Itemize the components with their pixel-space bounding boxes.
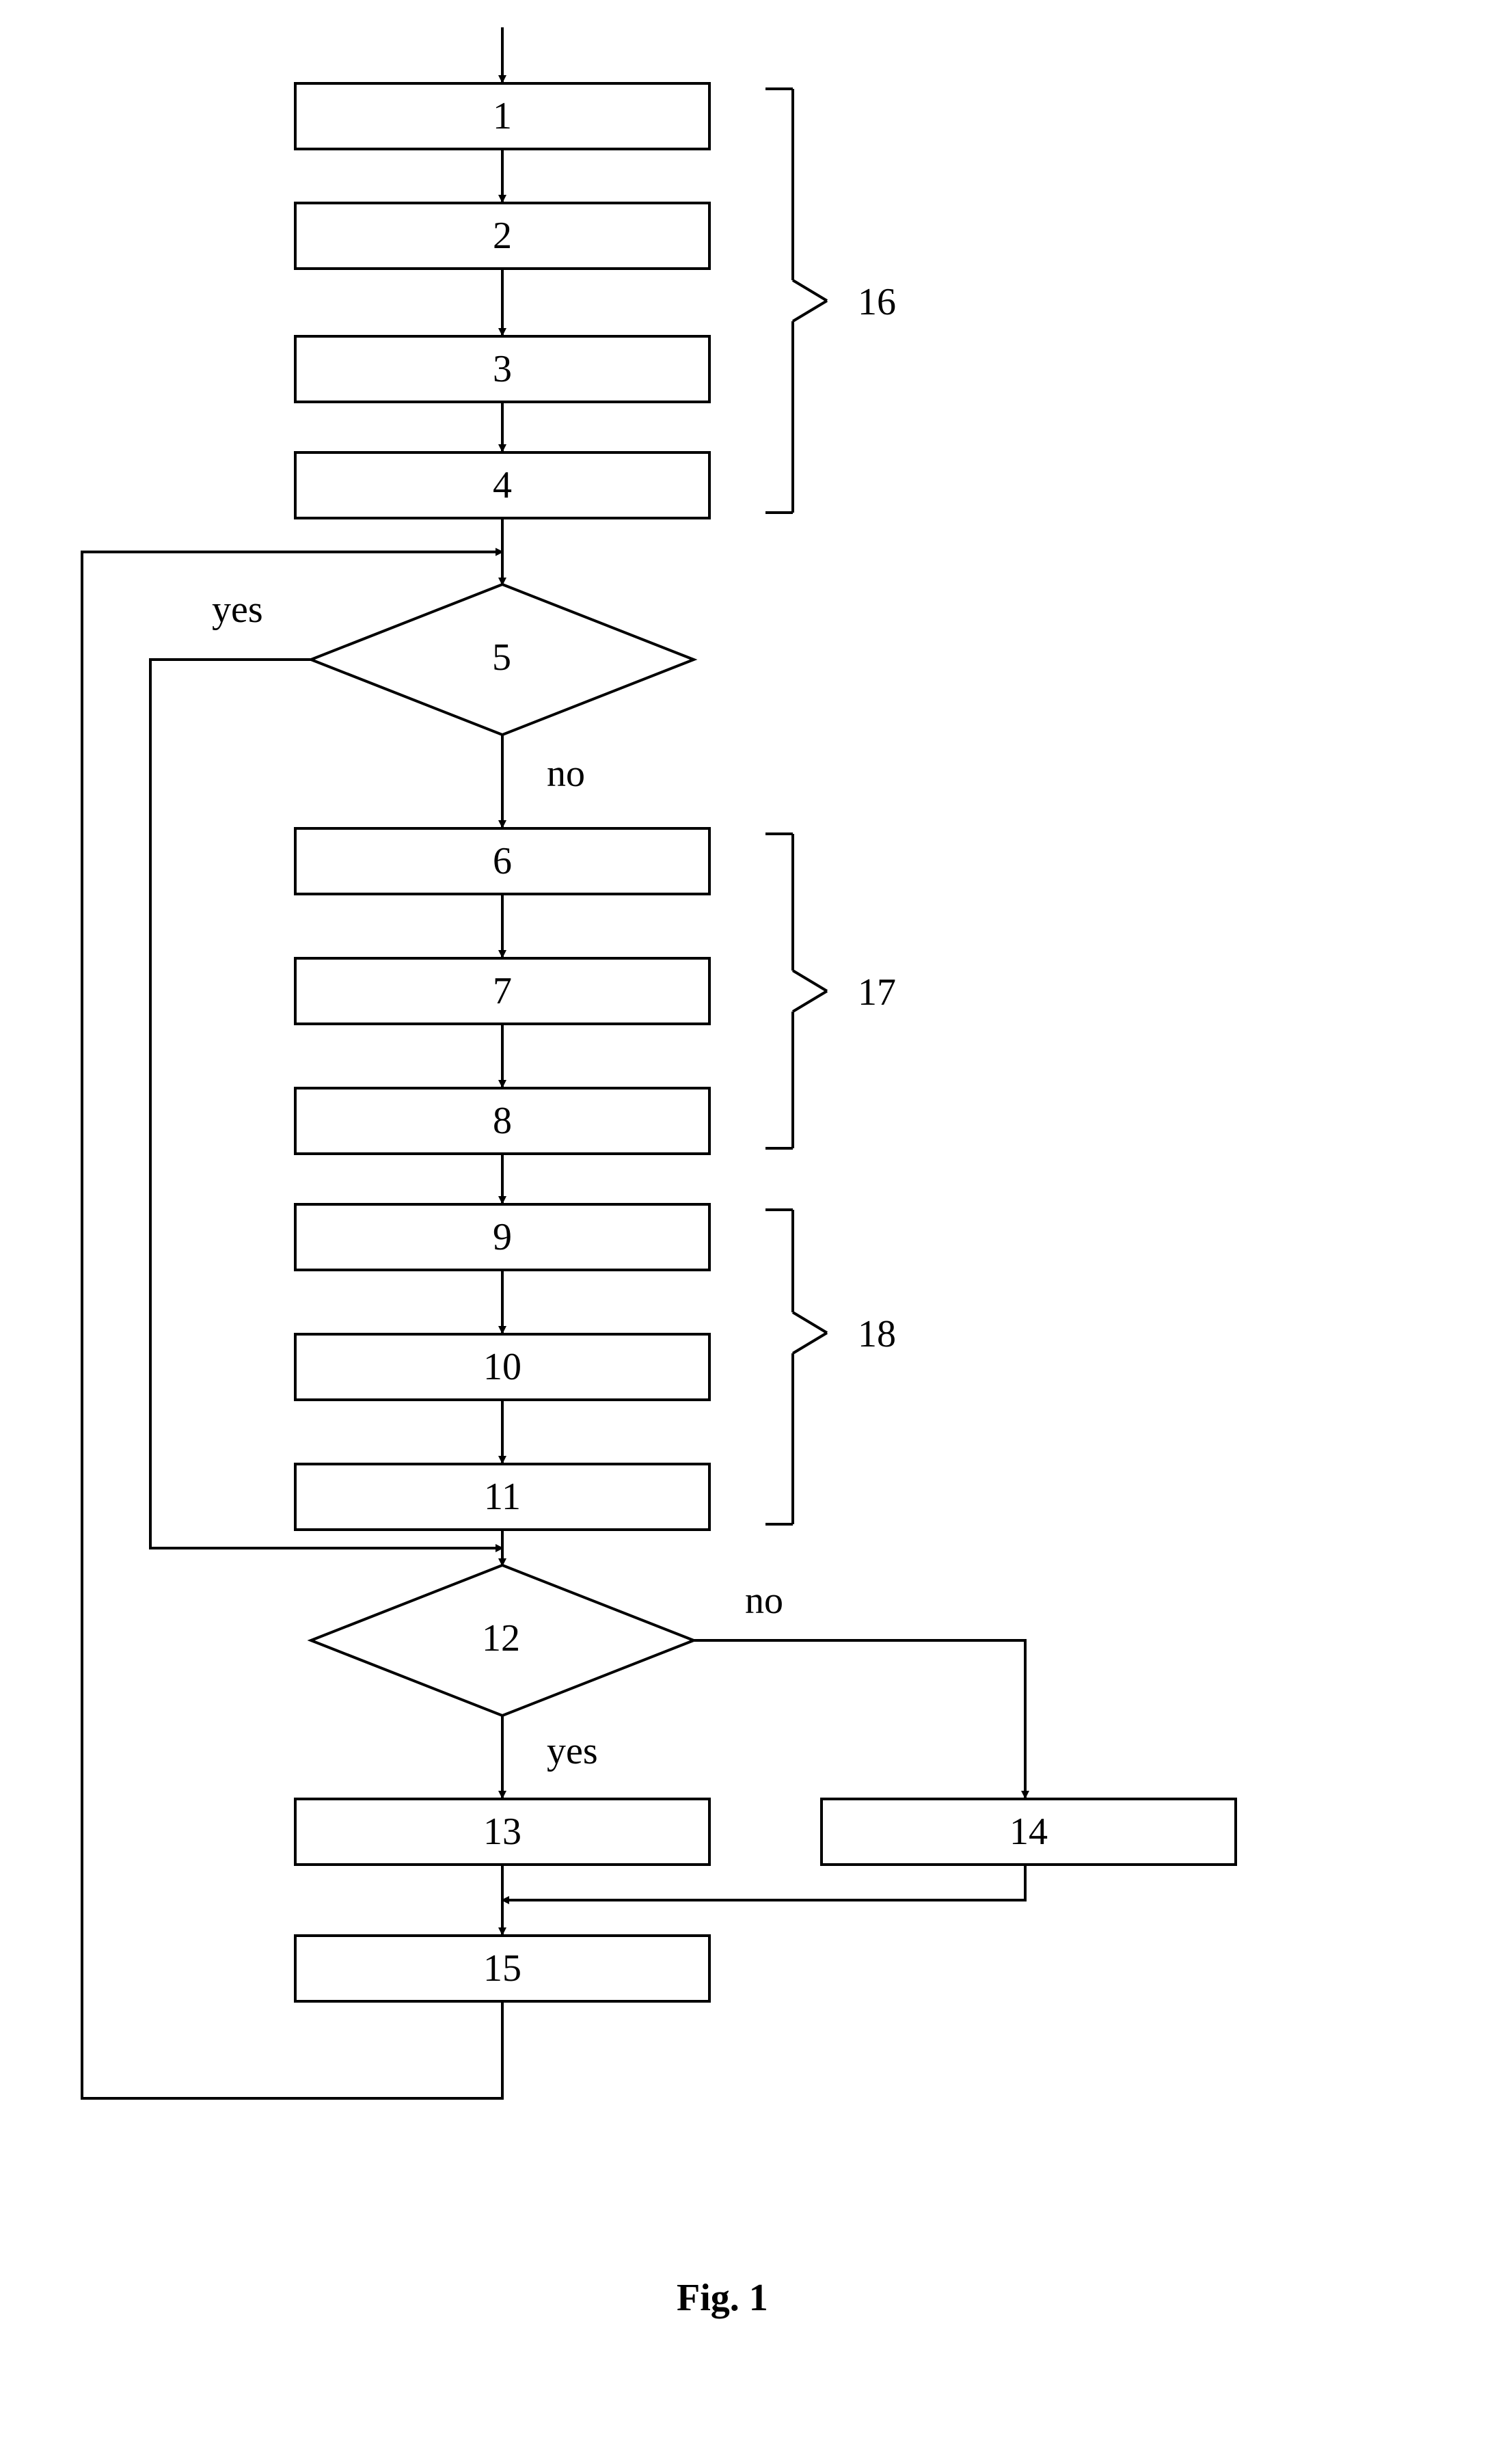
node-3-label: 3: [493, 347, 512, 391]
node-9-label: 9: [493, 1215, 512, 1259]
node-9: 9: [294, 1203, 711, 1271]
node-11: 11: [294, 1463, 711, 1531]
node-2-label: 2: [493, 214, 512, 258]
figure-caption: Fig. 1: [677, 2276, 768, 2320]
decision-5-label: 5: [492, 636, 511, 679]
node-15: 15: [294, 1934, 711, 2003]
node-7: 7: [294, 957, 711, 1025]
node-3: 3: [294, 335, 711, 403]
d12-no-label: no: [745, 1579, 783, 1623]
flowchart-svg: [0, 0, 1492, 2464]
node-4-label: 4: [493, 463, 512, 507]
d12-yes-label: yes: [547, 1729, 598, 1773]
node-15-label: 15: [483, 1947, 521, 1990]
node-11-label: 11: [484, 1475, 521, 1519]
node-13: 13: [294, 1798, 711, 1866]
node-14: 14: [820, 1798, 1237, 1866]
node-4: 4: [294, 451, 711, 519]
node-1: 1: [294, 82, 711, 150]
group-18-label: 18: [858, 1312, 896, 1356]
node-13-label: 13: [483, 1810, 521, 1854]
node-8-label: 8: [493, 1099, 512, 1143]
group-17-label: 17: [858, 971, 896, 1014]
node-10-label: 10: [483, 1345, 521, 1389]
node-6-label: 6: [493, 839, 512, 883]
node-2: 2: [294, 202, 711, 270]
group-16-label: 16: [858, 280, 896, 324]
node-1-label: 1: [493, 94, 512, 138]
node-7-label: 7: [493, 969, 512, 1013]
d5-no-label: no: [547, 752, 585, 796]
node-8: 8: [294, 1087, 711, 1155]
decision-12-label: 12: [482, 1616, 520, 1660]
node-10: 10: [294, 1333, 711, 1401]
node-14-label: 14: [1009, 1810, 1048, 1854]
node-6: 6: [294, 827, 711, 895]
d5-yes-label: yes: [212, 588, 263, 632]
